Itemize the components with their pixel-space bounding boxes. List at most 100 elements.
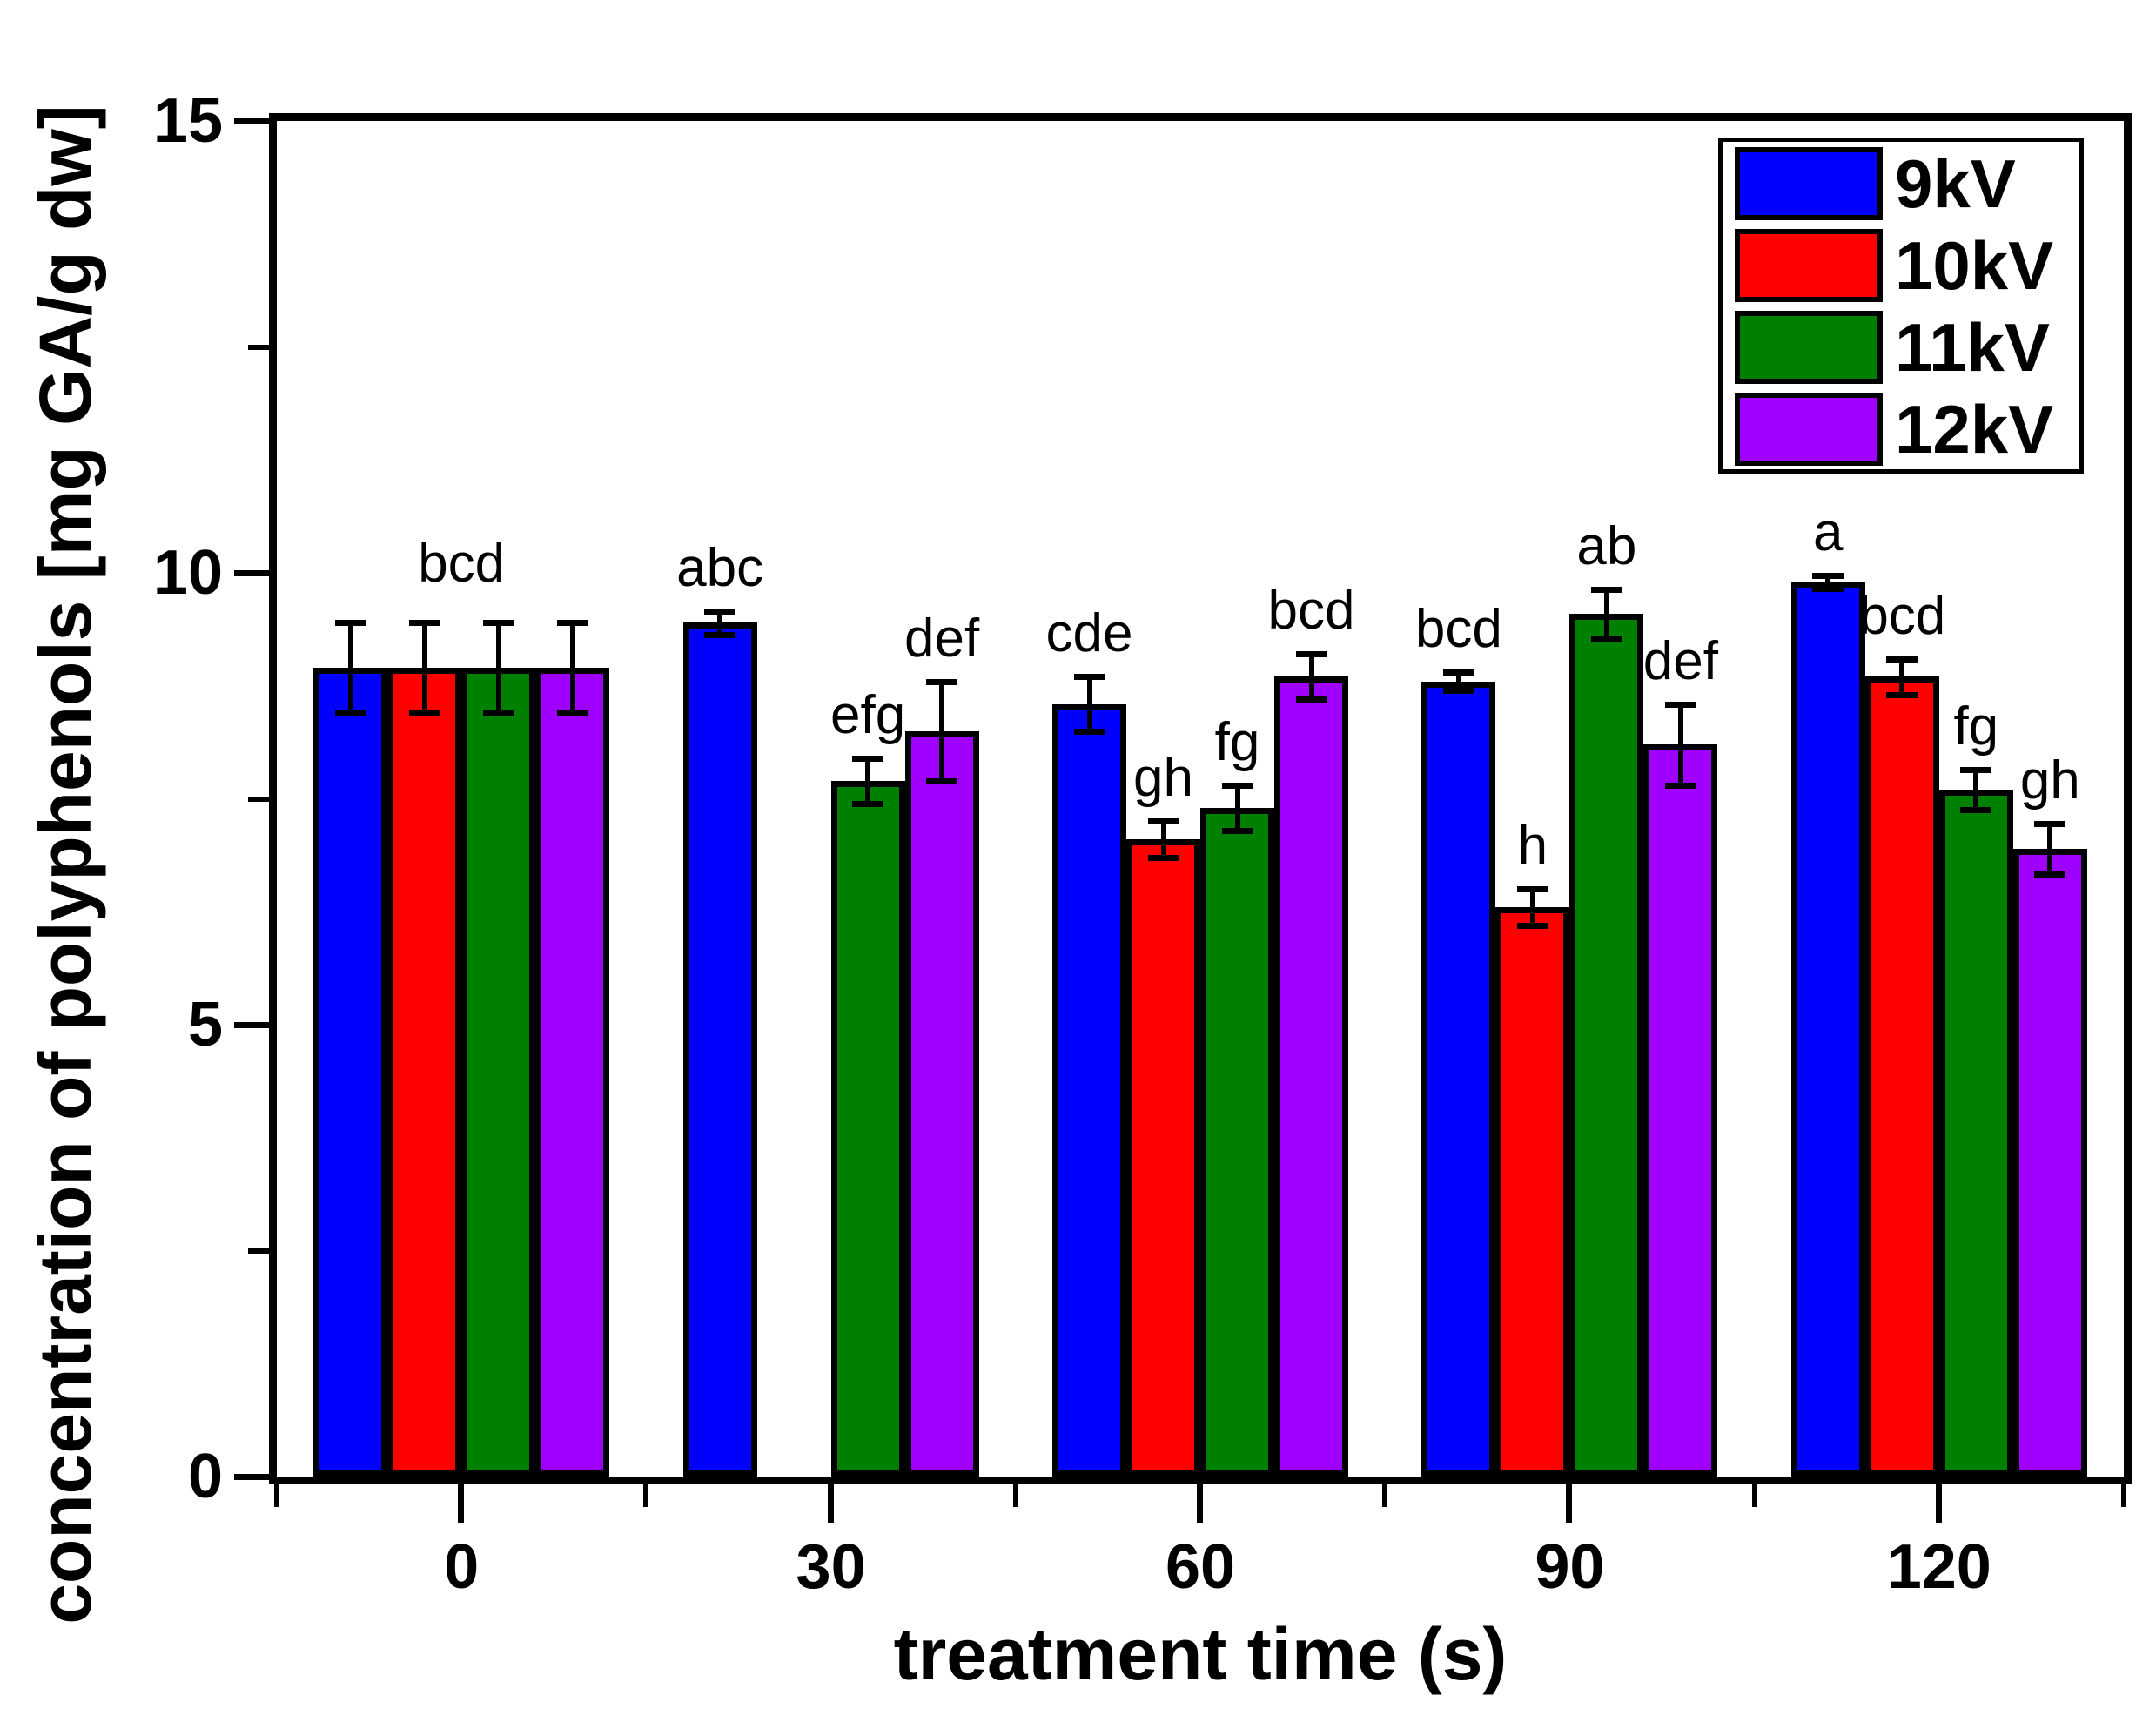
error-cap-top: [1812, 573, 1844, 580]
x-tick-label-120: 120: [1886, 1532, 1991, 1602]
significance-letter-9kV-30: abc: [676, 537, 764, 598]
y-minor-tick-12.5: [248, 344, 269, 350]
error-cap-bottom: [2034, 871, 2066, 878]
error-bar-11kV-0: [495, 622, 501, 713]
legend-label-12kV: 12kV: [1895, 391, 2054, 468]
bar-9kV-0: [313, 667, 388, 1477]
error-cap-bottom: [1442, 687, 1474, 694]
error-cap-bottom: [482, 710, 514, 716]
error-cap-top: [2034, 820, 2066, 827]
error-cap-bottom: [1812, 585, 1844, 592]
error-cap-top: [1664, 701, 1696, 708]
error-cap-bottom: [852, 800, 884, 807]
bar-10kV-60: [1126, 839, 1200, 1477]
x-minor-tick: [1382, 1484, 1388, 1507]
bar-12kV-0: [535, 667, 610, 1477]
x-minor-tick: [2121, 1484, 2126, 1507]
legend-swatch-12kV: [1735, 393, 1883, 466]
error-bar-12kV-90: [1677, 703, 1683, 785]
error-cap-bottom: [1516, 922, 1548, 929]
error-cap-bottom: [1073, 728, 1105, 735]
bar-11kV-30: [830, 780, 905, 1477]
x-tick-label-30: 30: [796, 1532, 866, 1602]
error-cap-bottom: [1960, 806, 1992, 813]
error-bar-11kV-30: [865, 757, 871, 804]
error-bar-9kV-90: [1455, 672, 1461, 690]
x-minor-tick: [1751, 1484, 1757, 1507]
significance-letter-9kV-120: a: [1813, 502, 1844, 563]
error-bar-9kV-120: [1825, 575, 1831, 589]
y-major-tick-15: [234, 118, 269, 124]
error-bar-12kV-120: [2047, 823, 2053, 874]
x-tick-label-60: 60: [1165, 1532, 1236, 1602]
error-bar-11kV-90: [1603, 589, 1609, 638]
significance-letter-group-0: bcd: [418, 534, 506, 595]
error-bar-11kV-120: [1973, 770, 1979, 810]
legend-box: 9kV 10kV 11kV 12kV: [1718, 138, 2084, 474]
bar-9kV-60: [1052, 703, 1126, 1477]
error-cap-top: [1442, 669, 1474, 676]
significance-letter-9kV-60: cde: [1045, 603, 1133, 664]
error-cap-top: [1516, 886, 1548, 893]
error-cap-bottom: [1147, 854, 1179, 861]
error-cap-top: [1147, 818, 1179, 825]
bar-11kV-120: [1938, 790, 2013, 1477]
error-bar-12kV-30: [939, 681, 945, 781]
legend-label-9kV: 9kV: [1895, 145, 2016, 222]
error-bar-9kV-0: [347, 622, 353, 713]
error-cap-top: [1886, 656, 1918, 663]
error-cap-top: [1295, 651, 1327, 658]
significance-letter-12kV-120: gh: [2019, 750, 2080, 811]
bar-12kV-60: [1274, 676, 1348, 1477]
legend-swatch-11kV: [1735, 311, 1883, 384]
error-cap-top: [1590, 586, 1622, 593]
bar-11kV-90: [1569, 613, 1644, 1477]
error-bar-9kV-30: [717, 610, 723, 635]
y-tick-label-5: 5: [187, 990, 223, 1060]
bar-12kV-30: [904, 730, 979, 1477]
y-tick-label-10: 10: [152, 538, 223, 608]
bar-12kV-120: [2012, 848, 2087, 1477]
error-bar-10kV-60: [1160, 821, 1166, 858]
legend-swatch-9kV: [1735, 147, 1883, 220]
x-major-tick-90: [1566, 1484, 1573, 1523]
bar-11kV-0: [461, 667, 536, 1477]
y-tick-label-15: 15: [152, 86, 223, 156]
bar-9kV-30: [682, 622, 757, 1477]
error-bar-9kV-60: [1086, 676, 1092, 731]
significance-letter-10kV-90: h: [1517, 816, 1548, 877]
error-bar-10kV-0: [421, 622, 427, 713]
legend-label-11kV: 11kV: [1895, 309, 2050, 386]
significance-letter-12kV-90: def: [1642, 630, 1718, 691]
significance-letter-11kV-60: fg: [1214, 711, 1260, 772]
error-bar-12kV-0: [569, 622, 575, 713]
x-major-tick-30: [827, 1484, 834, 1523]
bar-9kV-120: [1790, 582, 1865, 1477]
bar-11kV-60: [1200, 807, 1274, 1477]
x-minor-tick: [1012, 1484, 1018, 1507]
bar-12kV-90: [1643, 744, 1718, 1477]
bar-10kV-0: [387, 667, 462, 1477]
x-tick-label-90: 90: [1535, 1532, 1605, 1602]
error-cap-top: [334, 620, 366, 627]
error-bar-11kV-60: [1234, 784, 1240, 831]
x-axis-title: treatment time (s): [893, 1613, 1508, 1695]
bar-10kV-90: [1495, 907, 1570, 1477]
y-tick-label-0: 0: [187, 1442, 223, 1511]
legend-swatch-10kV: [1735, 229, 1883, 302]
error-cap-top: [1221, 782, 1253, 789]
error-cap-top: [704, 608, 736, 615]
error-bar-10kV-90: [1529, 889, 1535, 925]
error-cap-bottom: [1221, 827, 1253, 834]
x-minor-tick: [274, 1484, 279, 1507]
significance-letter-12kV-30: def: [903, 608, 980, 669]
significance-letter-11kV-90: ab: [1576, 515, 1637, 576]
error-cap-top: [926, 678, 958, 685]
x-major-tick-0: [458, 1484, 465, 1523]
error-cap-bottom: [556, 710, 588, 716]
error-cap-bottom: [1590, 635, 1622, 642]
error-cap-top: [408, 620, 440, 627]
bar-9kV-90: [1421, 681, 1496, 1477]
significance-letter-11kV-30: efg: [829, 684, 906, 745]
